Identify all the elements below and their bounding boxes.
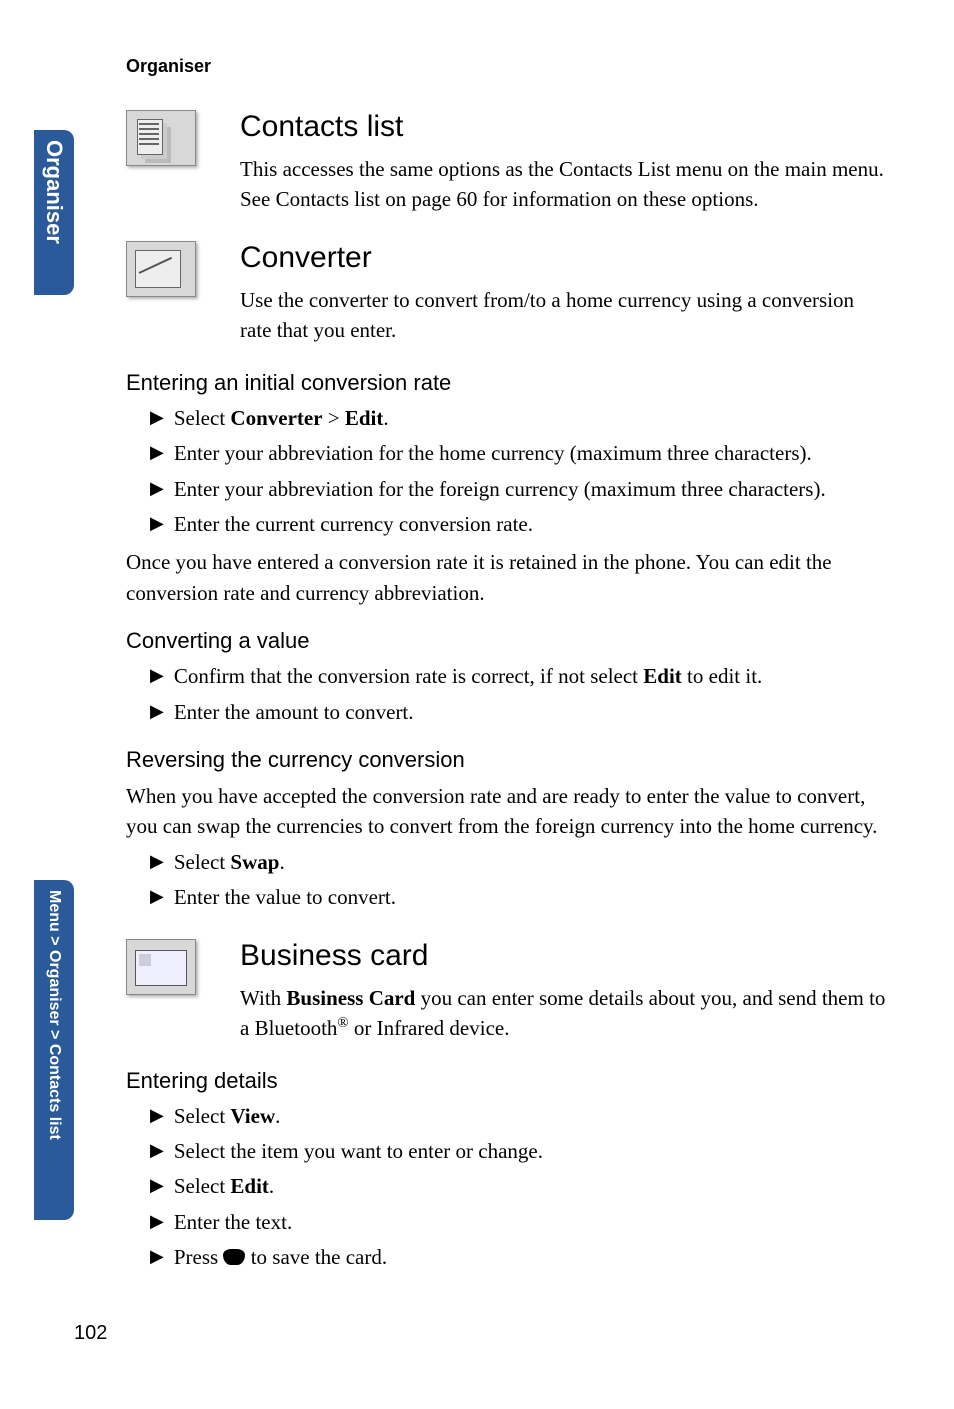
step-text: Enter the current currency conversion ra… [174,510,533,539]
registered-mark: ® [337,1015,348,1031]
bold-term: Converter [230,406,322,430]
subheading-reversing-conversion: Reversing the currency conversion [126,747,886,773]
text-fragment: Select [174,850,231,874]
sidebar-tab-organiser: Organiser [34,130,74,295]
bullet-arrow-icon: ▶ [150,1208,164,1235]
bullet-arrow-icon: ▶ [150,1243,164,1270]
contacts-list-icon [126,110,196,166]
step-item: ▶ Select View. [126,1102,886,1131]
step-text: Enter the text. [174,1208,292,1237]
text-fragment: to edit it. [682,664,763,688]
bullet-arrow-icon: ▶ [150,1102,164,1129]
text-fragment: Select [174,1174,231,1198]
body-text: This accesses the same options as the Co… [240,154,886,215]
bullet-arrow-icon: ▶ [150,1172,164,1199]
business-card-icon [126,939,196,995]
step-text: Press to save the card. [174,1243,387,1272]
text-fragment: Confirm that the conversion rate is corr… [174,664,643,688]
bold-term: Edit [643,664,682,688]
section-title-business-card: Business card [240,939,886,973]
bold-term: Business Card [286,986,415,1010]
step-item: ▶ Enter your abbreviation for the foreig… [126,475,886,504]
text-fragment: With [240,986,286,1010]
bullet-arrow-icon: ▶ [150,848,164,875]
step-text: Select View. [174,1102,281,1131]
converter-icon [126,241,196,297]
page-number: 102 [74,1322,107,1345]
subheading-entering-rate: Entering an initial conversion rate [126,370,886,396]
step-text: Enter the value to convert. [174,883,396,912]
section-contacts: Contacts list This accesses the same opt… [126,110,886,219]
softkey-icon [223,1249,245,1265]
step-item: ▶ Select Edit. [126,1172,886,1201]
bullet-arrow-icon: ▶ [150,883,164,910]
text-fragment: . [383,406,388,430]
chapter-header: Organiser [126,56,211,77]
bullet-arrow-icon: ▶ [150,510,164,537]
text-fragment: or Infrared device. [349,1016,510,1040]
text-fragment: Press [174,1245,224,1269]
body-text: With Business Card you can enter some de… [240,983,886,1044]
section-converter: Converter Use the converter to convert f… [126,241,886,350]
step-item: ▶ Enter your abbreviation for the home c… [126,439,886,468]
text-fragment: . [279,850,284,874]
bold-term: Edit [230,1174,269,1198]
text-fragment: . [269,1174,274,1198]
section-title-contacts: Contacts list [240,110,886,144]
section-title-converter: Converter [240,241,886,275]
subheading-converting-value: Converting a value [126,628,886,654]
bold-term: Swap [230,850,279,874]
text-fragment: Select [174,406,231,430]
step-text: Enter your abbreviation for the home cur… [174,439,812,468]
step-text: Select the item you want to enter or cha… [174,1137,543,1166]
text-fragment: . [275,1104,280,1128]
body-text: Once you have entered a conversion rate … [126,547,886,608]
step-item: ▶ Select the item you want to enter or c… [126,1137,886,1166]
sidebar-tab-breadcrumb: Menu > Organiser > Contacts list [34,880,74,1220]
step-text: Select Converter > Edit. [174,404,389,433]
body-text: When you have accepted the conversion ra… [126,781,886,842]
text-fragment: Select [174,1104,231,1128]
bullet-arrow-icon: ▶ [150,475,164,502]
step-item: ▶ Enter the text. [126,1208,886,1237]
step-item: ▶ Enter the amount to convert. [126,698,886,727]
page-content: Contacts list This accesses the same opt… [126,100,886,1274]
bullet-arrow-icon: ▶ [150,439,164,466]
step-item: ▶ Select Converter > Edit. [126,404,886,433]
section-business-card: Business card With Business Card you can… [126,939,886,1048]
bullet-arrow-icon: ▶ [150,662,164,689]
bullet-arrow-icon: ▶ [150,698,164,725]
bullet-arrow-icon: ▶ [150,1137,164,1164]
bullet-arrow-icon: ▶ [150,404,164,431]
subheading-entering-details: Entering details [126,1068,886,1094]
step-text: Select Edit. [174,1172,274,1201]
step-item: ▶ Enter the current currency conversion … [126,510,886,539]
step-item: ▶ Confirm that the conversion rate is co… [126,662,886,691]
body-text: Use the converter to convert from/to a h… [240,285,886,346]
step-item: ▶ Press to save the card. [126,1243,886,1272]
step-item: ▶ Select Swap. [126,848,886,877]
step-item: ▶ Enter the value to convert. [126,883,886,912]
bold-term: Edit [345,406,384,430]
step-text: Enter your abbreviation for the foreign … [174,475,826,504]
step-text: Select Swap. [174,848,285,877]
step-text: Confirm that the conversion rate is corr… [174,662,762,691]
text-fragment: to save the card. [245,1245,387,1269]
bold-term: View [230,1104,275,1128]
step-text: Enter the amount to convert. [174,698,414,727]
text-fragment: > [323,406,345,430]
